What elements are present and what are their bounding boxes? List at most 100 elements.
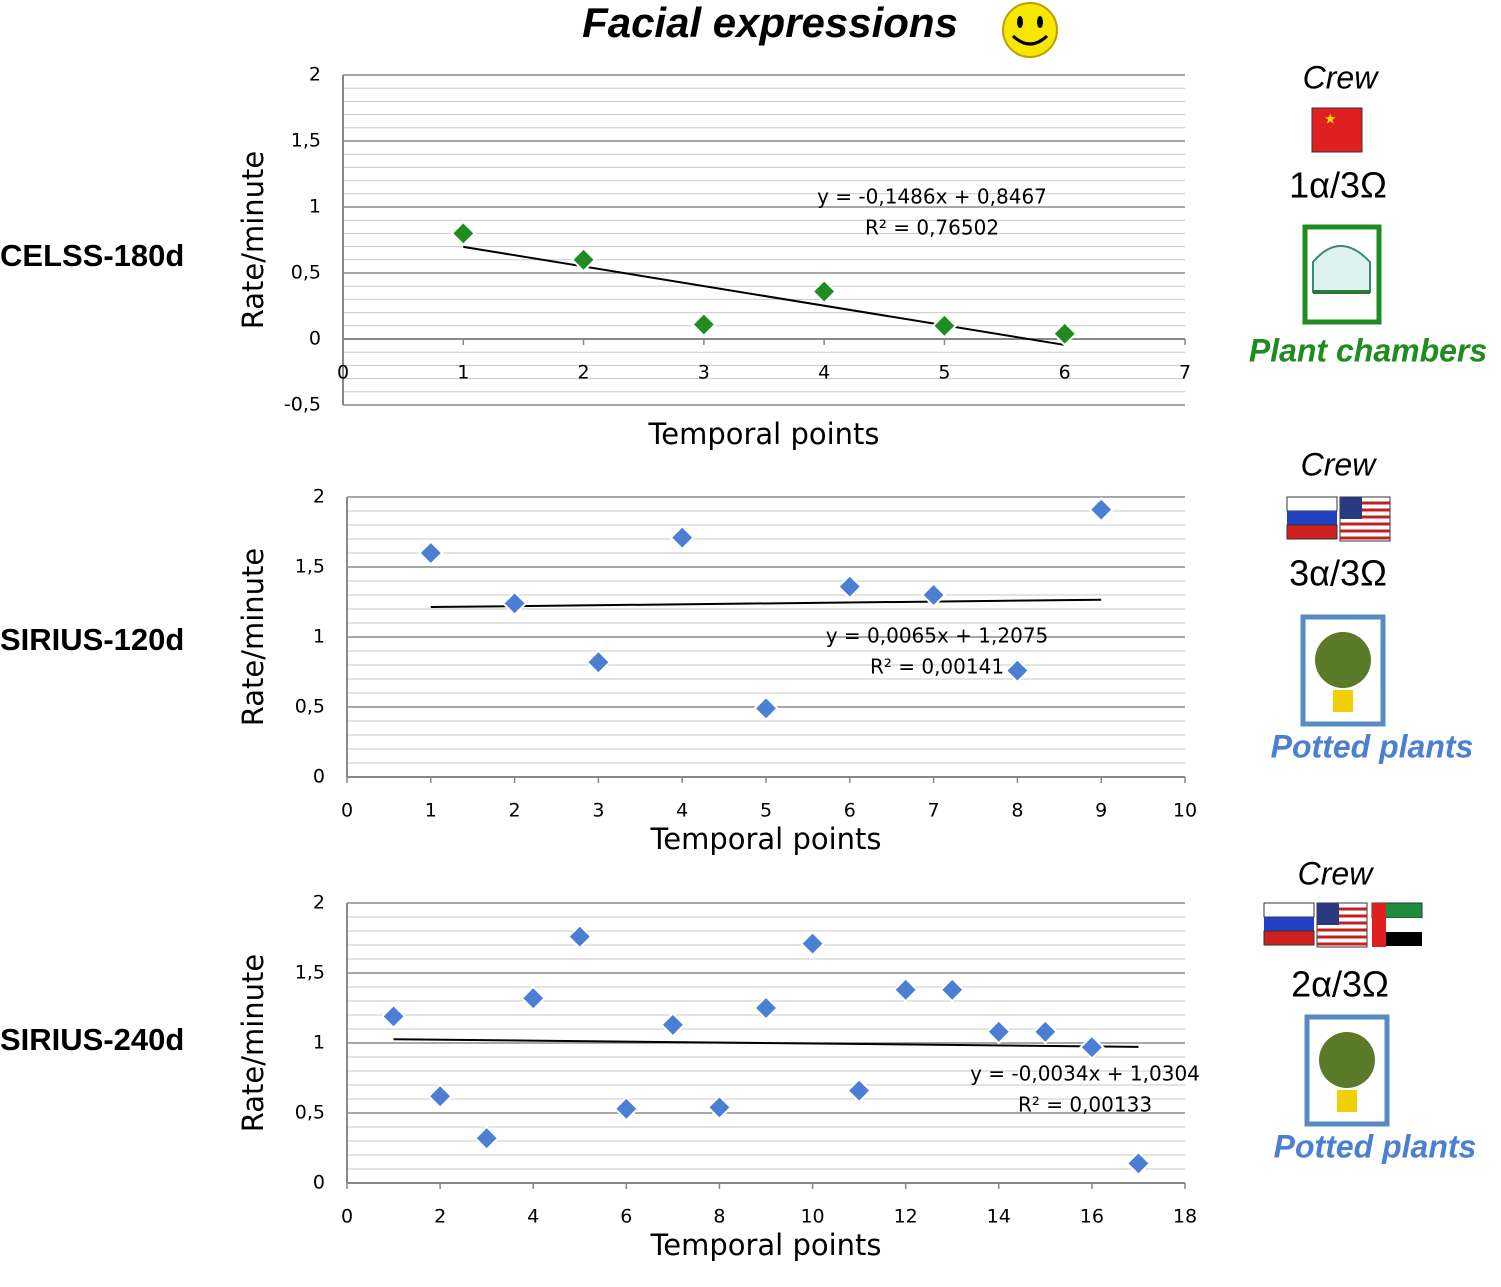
environment-label: Plant chambers [1249,332,1487,368]
figure-title: Facial expressions [582,0,958,46]
y-tick-label: 2 [313,892,325,914]
point [706,1094,733,1121]
point [501,590,528,617]
y-tick-label: 2 [313,486,325,508]
crew-ratio: 3α/3Ω [1289,553,1387,594]
y-tick-label: 0 [313,766,325,788]
x-tick-label: 2 [434,1206,446,1228]
point [570,247,597,273]
point [418,540,444,566]
x-tick-label: 6 [844,800,856,822]
point [380,1003,407,1030]
x-axis-label: Temporal points [649,1228,881,1262]
x-tick-label: 1 [457,362,469,384]
trendline [430,598,1102,609]
point [920,582,947,608]
point [473,1125,500,1151]
point [799,930,826,957]
y-tick-label: 0 [313,1172,325,1194]
x-tick-label: 3 [698,362,710,384]
r-squared: R² = 0,00141 [870,655,1004,679]
y-tick-label: 0 [309,328,321,350]
x-tick-label: 0 [341,800,353,822]
y-tick-label: 1 [313,626,325,648]
y-tick-label: 1,5 [291,130,321,152]
x-tick-label: 10 [800,1206,824,1228]
point [567,923,593,950]
trendline [463,245,1065,346]
x-tick-label: 1 [425,800,437,822]
flags-ru-us [1286,496,1391,542]
trendline [393,1038,1139,1048]
r-squared: R² = 0,00133 [1018,1093,1152,1117]
point [691,311,717,338]
x-tick-label: 7 [928,800,940,822]
point [931,313,958,339]
point [811,278,837,305]
environment-label: Potted plants [1271,728,1474,764]
x-tick-label: 2 [509,800,521,822]
x-tick-label: 5 [938,362,950,384]
potted-plant-icon [1304,1014,1390,1127]
x-tick-label: 3 [592,800,604,822]
flags-ru-us-ae [1263,902,1423,948]
x-tick-label: 18 [1173,1206,1197,1228]
environment-label: Potted plants [1274,1128,1477,1164]
point [939,977,965,1003]
point [427,1083,453,1109]
x-axis-label: Temporal points [647,417,879,451]
svg-text:★: ★ [1324,111,1337,127]
x-tick-label: 4 [676,800,688,822]
point [1032,1019,1059,1045]
y-tick-label: 0,5 [295,1102,325,1124]
x-tick-label: 5 [760,800,772,822]
r-squared: R² = 0,76502 [865,216,999,240]
crew-label: Crew [1303,59,1380,95]
point [1125,1150,1152,1177]
y-axis-label: Rate/minute [236,954,270,1133]
point [1051,320,1078,347]
x-tick-label: 9 [1095,800,1107,822]
point [660,1012,686,1038]
point [450,220,477,247]
x-tick-label: 8 [1011,800,1023,822]
crew-ratio: 1α/3Ω [1289,165,1387,206]
y-tick-label: -0,5 [284,394,321,416]
y-axis-label: Rate/minute [236,151,270,330]
x-tick-label: 6 [1059,362,1071,384]
x-tick-label: 4 [527,1206,539,1228]
x-tick-label: 14 [987,1206,1011,1228]
point [613,1096,640,1122]
point [986,1019,1012,1045]
flag-china: ★ [1311,107,1363,153]
point [585,649,612,675]
potted-plant-icon [1300,614,1386,727]
point [846,1077,872,1104]
y-axis-label: Rate/minute [236,548,270,727]
y-tick-label: 0,5 [291,262,321,284]
trend-equation: y = -0,0034x + 1,0304 [970,1062,1200,1086]
point [892,977,919,1003]
x-tick-label: 12 [894,1206,918,1228]
y-tick-label: 1,5 [295,556,325,578]
x-tick-label: 8 [713,1206,725,1228]
x-tick-label: 2 [578,362,590,384]
plant-chamber-icon [1302,224,1382,325]
y-tick-label: 1,5 [295,962,325,984]
point [520,985,546,1011]
x-tick-label: 0 [341,1206,353,1228]
row-label: SIRIUS-120d [0,622,184,657]
point [753,695,779,722]
point [1079,1034,1105,1060]
smiley [1002,2,1058,58]
x-tick-label: 6 [620,1206,632,1228]
point [1004,657,1031,684]
x-tick-label: 4 [818,362,830,384]
y-tick-label: 2 [309,64,321,86]
y-tick-label: 0,5 [295,696,325,718]
trend-equation: y = -0,1486x + 0,8467 [817,185,1047,209]
point [753,995,779,1021]
row-label: SIRIUS-240d [0,1022,184,1057]
point [1088,496,1114,523]
